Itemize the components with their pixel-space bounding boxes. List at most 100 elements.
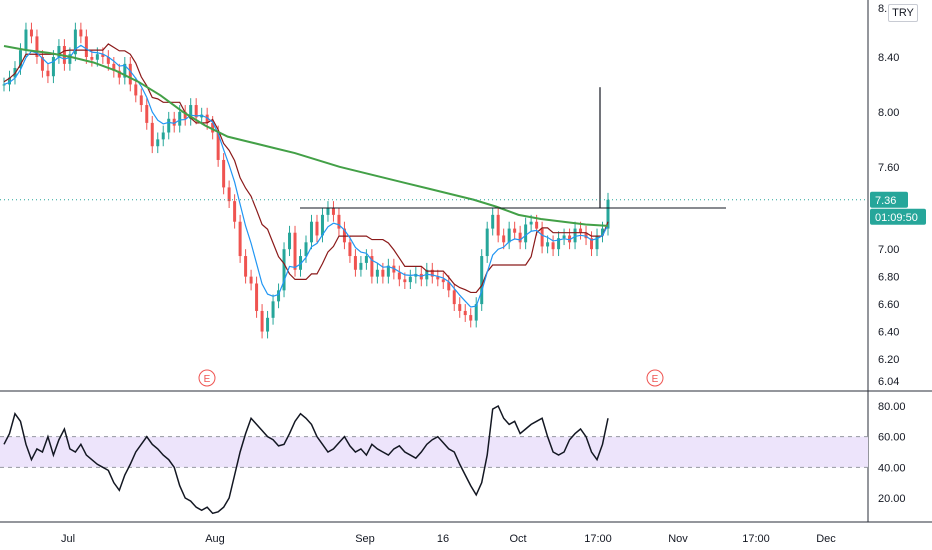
moving-average-line	[3, 45, 609, 227]
candle-body	[601, 228, 605, 236]
candle-body	[123, 63, 127, 78]
candle-body	[386, 265, 390, 277]
candle-body	[271, 301, 275, 318]
y-tick-label: 7.60	[878, 162, 899, 174]
x-tick-label: Nov	[668, 533, 688, 545]
x-tick-label: Sep	[355, 533, 375, 545]
candle-body	[106, 57, 110, 64]
candle-body	[249, 276, 253, 284]
candle-body	[244, 256, 248, 277]
candle-body	[277, 290, 281, 302]
candle-body	[18, 50, 22, 68]
candle-body	[540, 228, 544, 247]
x-tick-label: Aug	[205, 533, 225, 545]
candle-body	[183, 111, 187, 119]
conversion-line	[3, 44, 609, 308]
candle-body	[238, 221, 242, 257]
candle-body	[309, 221, 313, 243]
candle-body	[227, 187, 231, 202]
candle-body	[117, 70, 121, 78]
candle-body	[189, 105, 193, 119]
last-price-label: 7.36	[875, 195, 896, 207]
candle-body	[480, 256, 484, 305]
candle-body	[529, 221, 533, 225]
x-tick-label: 17:00	[742, 533, 770, 545]
candle-body	[288, 232, 292, 250]
candle-body	[507, 228, 511, 243]
candle-body	[194, 105, 198, 118]
baseline-line	[3, 43, 609, 294]
candle-body	[84, 36, 88, 57]
candle-body	[370, 256, 374, 277]
rsi-y-tick-label: 60.00	[878, 432, 906, 444]
candle-body	[557, 238, 561, 250]
candle-body	[546, 242, 550, 247]
candle-body	[128, 63, 132, 85]
candle-body	[496, 214, 500, 236]
candle-body	[167, 118, 171, 133]
candle-body	[590, 238, 594, 250]
rsi-y-tick-label: 80.00	[878, 401, 906, 413]
earnings-marker-label: E	[204, 374, 211, 385]
earnings-marker-icon	[198, 369, 216, 387]
candle-body	[205, 114, 209, 123]
candle-body	[95, 54, 99, 60]
candle-body	[364, 256, 368, 263]
y-tick-label: 6.04	[878, 376, 899, 388]
candle-body	[518, 232, 522, 243]
y-tick-label: 7.00	[878, 244, 899, 256]
rsi-y-tick-label: 20.00	[878, 493, 906, 505]
candle-body	[573, 228, 577, 243]
candle-body	[315, 221, 319, 236]
candle-body	[447, 282, 451, 291]
candle-body	[326, 208, 330, 215]
candle-body	[436, 276, 440, 280]
candle-body	[584, 232, 588, 239]
candle-body	[375, 269, 379, 277]
candle-body	[29, 29, 33, 37]
candle-body	[79, 29, 83, 37]
candle-body	[7, 77, 11, 85]
candle-body	[255, 283, 259, 311]
x-tick-label: Jul	[61, 533, 75, 545]
y-tick-label: 8.	[878, 3, 887, 15]
candle-body	[535, 221, 539, 229]
y-tick-label: 8.40	[878, 52, 899, 64]
candle-body	[178, 111, 182, 126]
countdown-label: 01:09:50	[875, 212, 918, 224]
x-tick-label: 16	[437, 533, 449, 545]
countdown-badge	[870, 208, 926, 225]
candle-body	[57, 46, 61, 57]
candle-body	[491, 214, 495, 229]
candle-body	[353, 256, 357, 270]
y-tick-label: 6.40	[878, 327, 899, 339]
candle-body	[359, 262, 363, 270]
candle-body	[156, 139, 160, 147]
candle-body	[397, 272, 401, 280]
candle-body	[458, 304, 462, 311]
candle-body	[304, 242, 308, 257]
candle-body	[452, 290, 456, 305]
candle-body	[342, 228, 346, 243]
candle-body	[145, 105, 149, 123]
candle-body	[51, 57, 55, 77]
candle-body	[282, 249, 286, 291]
candle-body	[2, 84, 6, 86]
candle-body	[430, 269, 434, 277]
y-tick-label: 8.00	[878, 107, 899, 119]
candle-body	[381, 269, 385, 277]
candle-body	[463, 310, 467, 316]
candle-body	[266, 317, 270, 332]
candle-body	[513, 228, 517, 233]
candle-body	[502, 235, 506, 243]
last-price-badge	[870, 191, 908, 208]
candle-body	[403, 279, 407, 283]
candle-body	[337, 214, 341, 229]
rsi-band	[0, 436, 868, 468]
candle-body	[68, 54, 72, 64]
rsi-y-tick-label: 40.00	[878, 462, 906, 474]
currency-badge[interactable]: TRY	[888, 4, 918, 22]
candle-body	[24, 29, 28, 51]
x-tick-label: Dec	[816, 533, 836, 545]
